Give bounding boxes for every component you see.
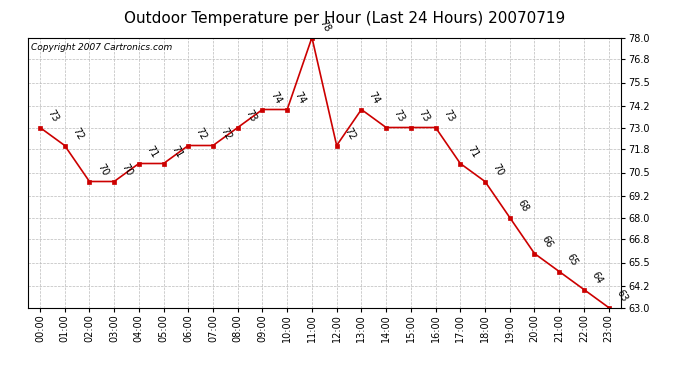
Text: 71: 71 <box>144 144 159 159</box>
Text: 70: 70 <box>491 162 505 177</box>
Text: 78: 78 <box>317 18 333 33</box>
Text: 73: 73 <box>244 108 258 123</box>
Text: 70: 70 <box>119 162 135 177</box>
Text: 74: 74 <box>293 90 308 105</box>
Text: 73: 73 <box>441 108 456 123</box>
Text: 63: 63 <box>614 288 629 303</box>
Text: 66: 66 <box>540 234 555 249</box>
Text: 74: 74 <box>367 90 382 105</box>
Text: 70: 70 <box>95 162 110 177</box>
Text: Outdoor Temperature per Hour (Last 24 Hours) 20070719: Outdoor Temperature per Hour (Last 24 Ho… <box>124 11 566 26</box>
Text: 72: 72 <box>342 126 357 141</box>
Text: 65: 65 <box>564 252 580 267</box>
Text: 64: 64 <box>589 270 604 285</box>
Text: Copyright 2007 Cartronics.com: Copyright 2007 Cartronics.com <box>30 43 172 52</box>
Text: 74: 74 <box>268 90 283 105</box>
Text: 72: 72 <box>70 126 85 141</box>
Text: 71: 71 <box>169 144 184 159</box>
Text: 73: 73 <box>416 108 431 123</box>
Text: 71: 71 <box>466 144 481 159</box>
Text: 68: 68 <box>515 198 530 213</box>
Text: 72: 72 <box>194 126 209 141</box>
Text: 73: 73 <box>46 108 60 123</box>
Text: 72: 72 <box>219 126 233 141</box>
Text: 73: 73 <box>392 108 406 123</box>
